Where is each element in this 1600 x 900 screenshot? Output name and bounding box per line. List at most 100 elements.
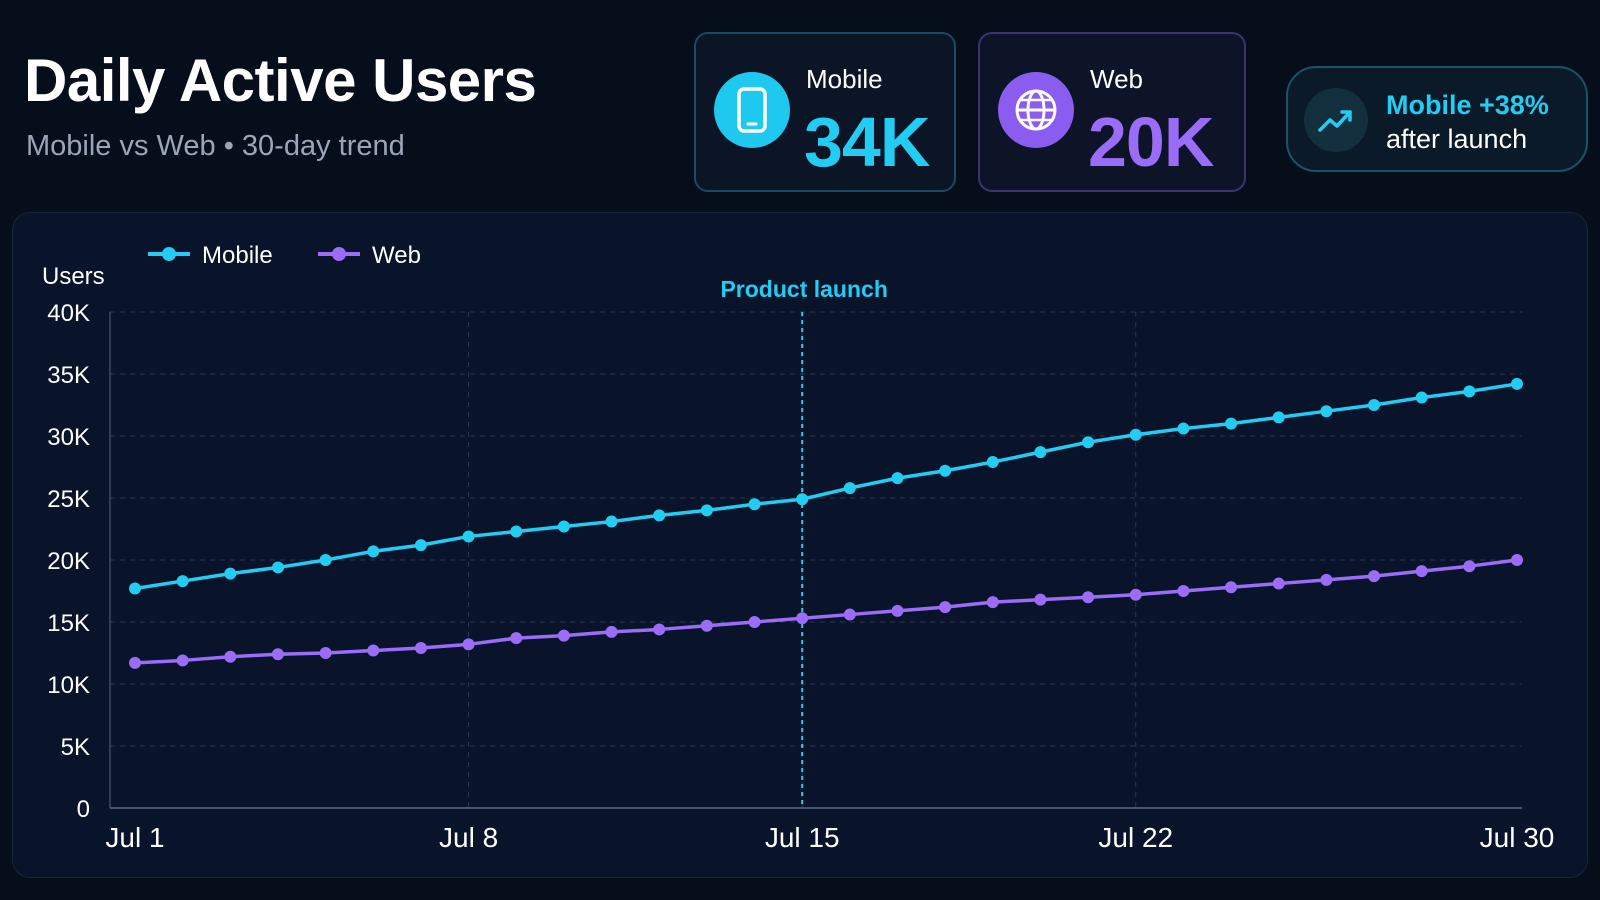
data-point-mobile xyxy=(1415,391,1428,404)
page-subtitle: Mobile vs Web • 30-day trend xyxy=(26,130,405,162)
data-point-web xyxy=(1082,591,1095,604)
data-point-mobile xyxy=(891,472,904,485)
data-point-mobile xyxy=(843,482,856,495)
data-point-mobile xyxy=(1034,446,1047,459)
chart-panel xyxy=(12,212,1588,878)
y-tick-label: 0 xyxy=(77,796,90,823)
series-line-mobile xyxy=(134,382,1518,591)
y-tick-label: 40K xyxy=(47,300,90,327)
y-tick-label: 25K xyxy=(47,486,90,513)
y-tick-label: 10K xyxy=(47,672,90,699)
data-point-mobile xyxy=(1320,405,1333,418)
data-point-web xyxy=(1368,570,1381,583)
data-point-mobile xyxy=(748,498,761,511)
data-point-mobile xyxy=(271,561,284,574)
data-point-mobile xyxy=(319,554,332,566)
y-tick-label: 15K xyxy=(47,610,90,637)
data-point-mobile xyxy=(653,509,666,522)
data-point-web xyxy=(462,638,475,651)
data-point-mobile xyxy=(939,464,952,477)
data-point-mobile xyxy=(129,582,141,595)
data-point-web xyxy=(414,642,427,655)
kpi-label-mobile: Mobile xyxy=(806,64,883,94)
data-point-mobile xyxy=(367,545,380,558)
chart-legend: Mobile Web xyxy=(148,242,421,269)
kpi-card-web: Web 20K xyxy=(978,32,1246,192)
data-point-mobile xyxy=(1368,399,1381,411)
kpi-value-web: 20K xyxy=(1088,103,1214,181)
y-axis-label: Users xyxy=(42,263,105,290)
series-line-web xyxy=(134,558,1518,665)
data-point-web xyxy=(891,604,904,617)
data-point-web xyxy=(176,654,189,667)
data-point-web xyxy=(700,619,713,632)
data-point-mobile xyxy=(1272,411,1285,424)
data-point-mobile xyxy=(176,575,189,588)
data-point-web xyxy=(843,608,856,621)
data-point-web xyxy=(510,632,523,645)
data-point-mobile xyxy=(700,504,713,517)
trend-text: after launch xyxy=(1386,124,1528,154)
data-point-mobile xyxy=(414,539,427,552)
legend-label-mobile: Mobile xyxy=(202,242,273,269)
data-point-mobile xyxy=(462,530,475,543)
y-tick-label: 20K xyxy=(47,548,90,575)
x-tick-label: Jul 1 xyxy=(105,822,164,853)
y-tick-label: 35K xyxy=(47,362,90,389)
y-tick-label: 30K xyxy=(47,424,90,451)
data-point-web xyxy=(129,656,141,669)
y-tick-label: 5K xyxy=(61,734,90,761)
data-point-web xyxy=(1415,565,1428,578)
data-point-web xyxy=(1129,588,1142,601)
trending-up-icon xyxy=(1304,88,1368,152)
data-point-mobile xyxy=(986,456,999,469)
chart-annotations: Product launch xyxy=(720,276,888,808)
data-point-mobile xyxy=(1082,436,1095,449)
smartphone-icon xyxy=(714,72,790,148)
data-point-web xyxy=(653,623,666,636)
data-point-mobile xyxy=(224,567,237,580)
chart-axes: 0 5K 10K 15K 20K 25K 30K 35K 40K Jul 1 Jul 8 Jul 15… xyxy=(42,263,1554,853)
data-point-mobile xyxy=(605,515,618,528)
data-point-mobile xyxy=(557,520,570,533)
data-point-web xyxy=(1034,593,1047,606)
kpi-value-mobile: 34K xyxy=(804,103,930,181)
data-point-mobile xyxy=(510,525,523,538)
data-point-web xyxy=(557,629,570,642)
x-tick-label: Jul 22 xyxy=(1098,822,1173,853)
kpi-card-mobile: Mobile 34K xyxy=(694,32,956,192)
data-point-mobile xyxy=(1177,422,1190,435)
data-point-mobile xyxy=(1129,428,1142,441)
data-point-web xyxy=(367,644,380,657)
trend-badge: Mobile +38% after launch xyxy=(1286,66,1588,172)
globe-icon xyxy=(998,72,1074,148)
kpi-label-web: Web xyxy=(1090,64,1143,94)
legend-label-web: Web xyxy=(372,242,421,269)
data-point-web xyxy=(271,648,284,661)
trend-highlight: Mobile +38% xyxy=(1386,90,1549,120)
data-point-web xyxy=(1463,560,1476,573)
data-point-mobile xyxy=(796,493,809,506)
data-point-web xyxy=(748,616,761,628)
data-point-web xyxy=(1272,577,1285,590)
chart-series xyxy=(129,377,1523,669)
data-point-web xyxy=(1320,573,1333,586)
data-point-mobile xyxy=(1511,377,1523,390)
data-point-web xyxy=(319,647,332,659)
data-point-mobile xyxy=(1463,385,1476,398)
data-point-web xyxy=(796,612,809,625)
data-point-web xyxy=(1511,554,1523,566)
x-tick-label: Jul 15 xyxy=(765,822,840,853)
legend-marker-mobile xyxy=(162,247,176,261)
legend-marker-web xyxy=(332,247,346,261)
page-title: Daily Active Users xyxy=(24,47,537,114)
data-point-web xyxy=(605,625,618,638)
data-point-web xyxy=(224,650,237,663)
data-point-web xyxy=(986,596,999,609)
data-point-web xyxy=(939,601,952,614)
x-tick-label: Jul 30 xyxy=(1480,822,1555,853)
data-point-web xyxy=(1225,581,1238,594)
data-point-web xyxy=(1177,585,1190,597)
data-point-mobile xyxy=(1225,417,1238,430)
